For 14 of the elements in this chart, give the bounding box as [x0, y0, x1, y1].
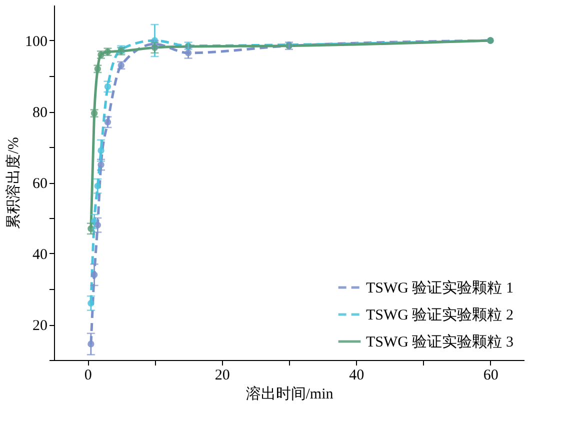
- legend-label: TSWG 验证实验颗粒 3: [366, 334, 514, 350]
- x-axis-title: 溶出时间/min: [246, 386, 334, 402]
- y-axis-title: 累积溶出度/%: [5, 137, 22, 229]
- x-tick-label: 40: [349, 368, 364, 384]
- y-tick-label: 60: [32, 176, 48, 192]
- legend-label: TSWG 验证实验颗粒 1: [366, 280, 514, 296]
- y-tick-label: 100: [25, 34, 48, 50]
- x-tick-label: 60: [483, 368, 498, 384]
- y-tick-label: 80: [32, 105, 48, 121]
- x-tick-label: 0: [84, 368, 92, 384]
- x-tick-label: 20: [214, 368, 230, 384]
- y-tick-label: 20: [32, 318, 48, 334]
- y-tick-label: 40: [32, 247, 48, 263]
- legend-label: TSWG 验证实验颗粒 2: [366, 306, 514, 324]
